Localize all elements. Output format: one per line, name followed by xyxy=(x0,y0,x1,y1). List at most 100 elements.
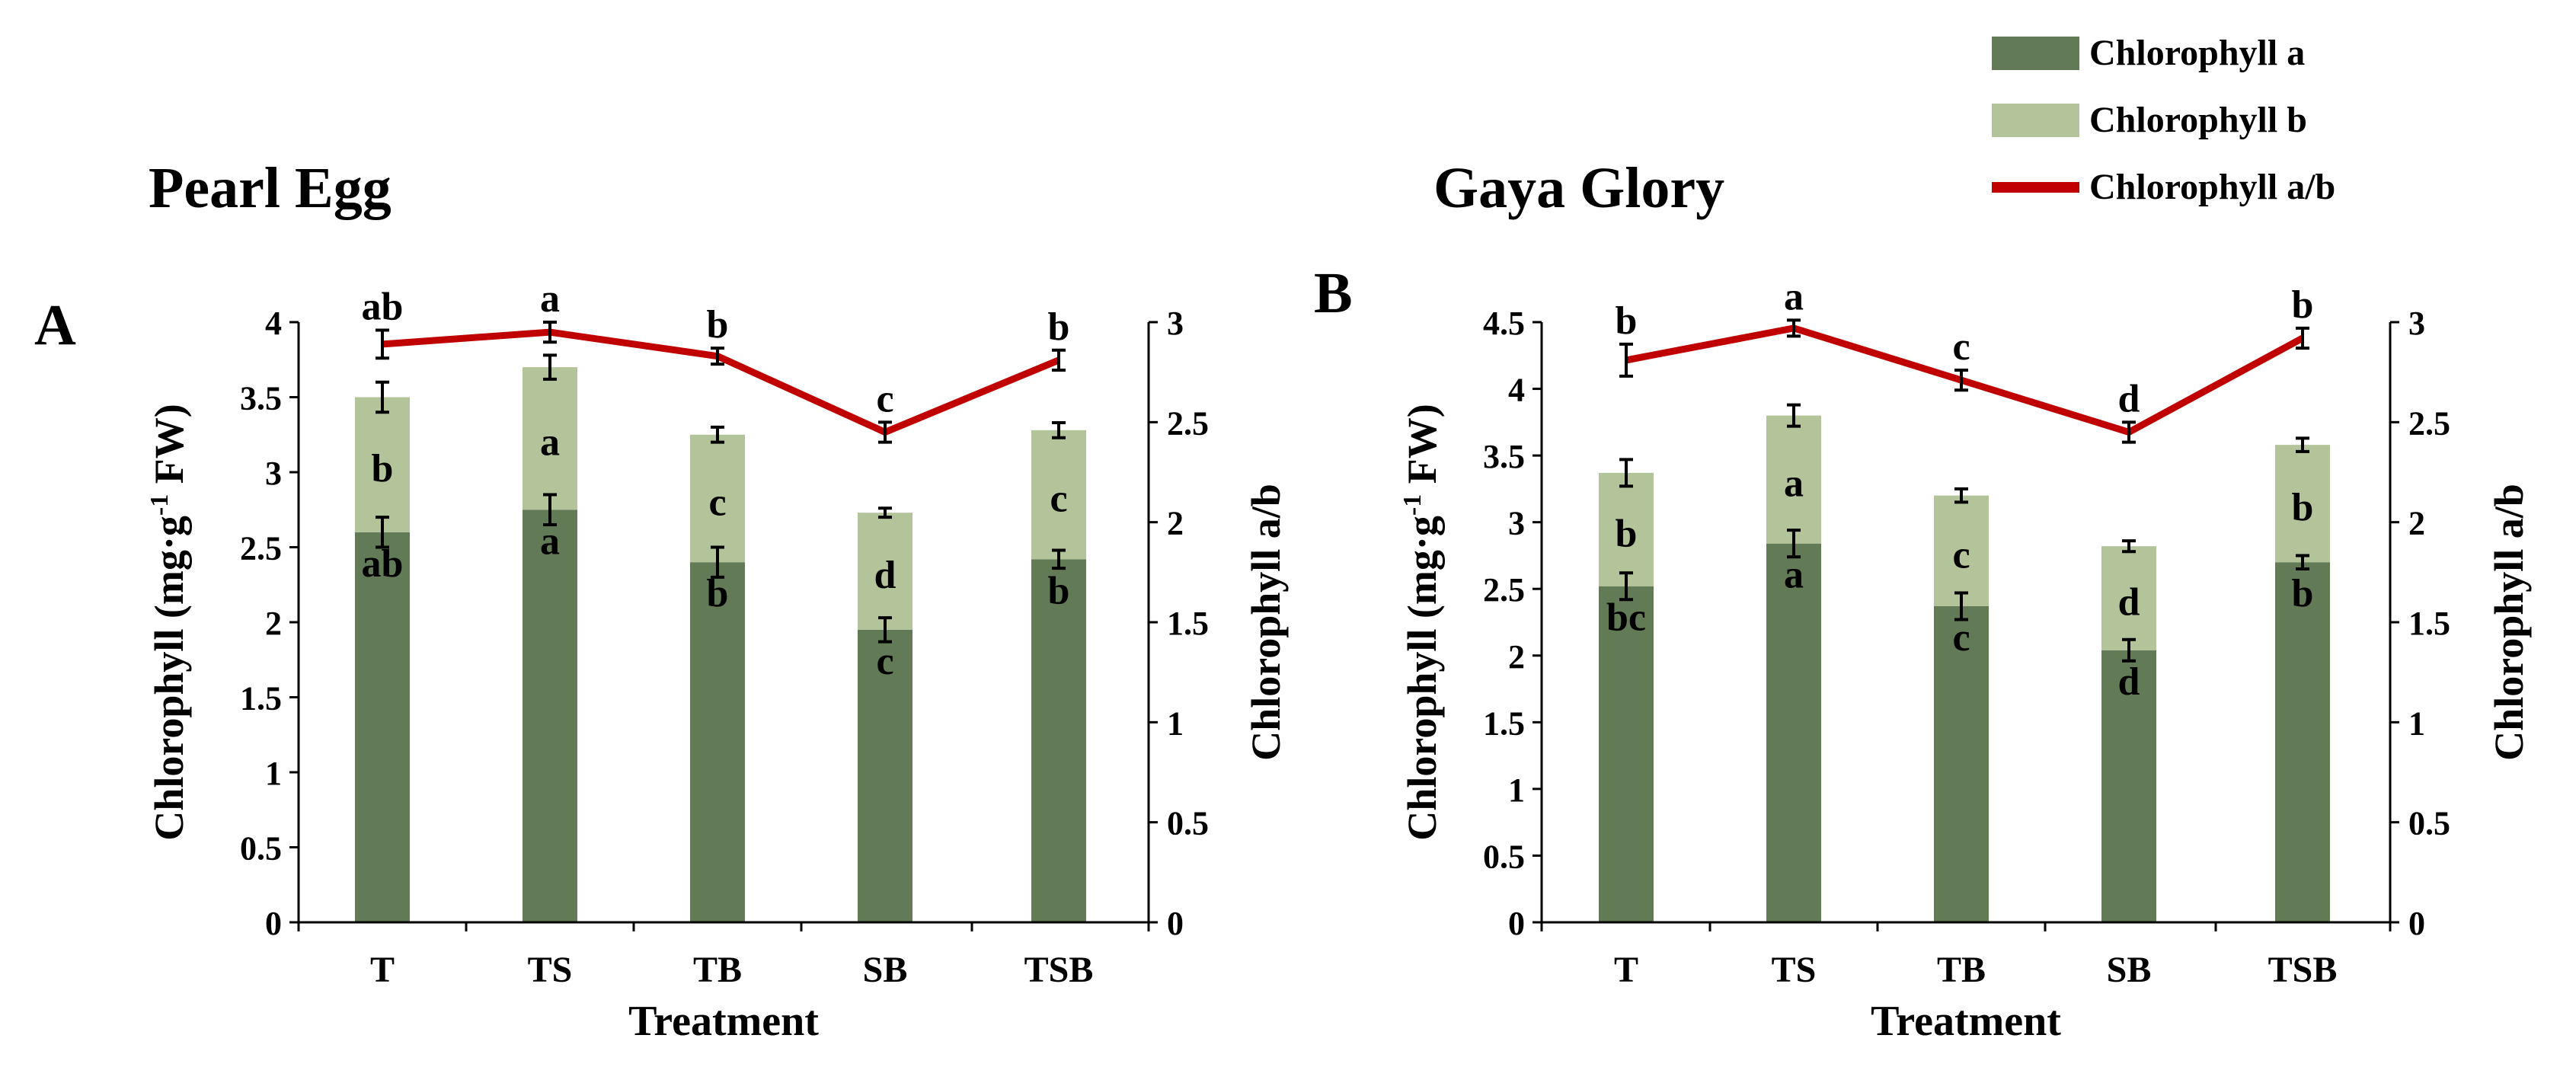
sig-letter-ratio-t: b xyxy=(1616,299,1638,343)
y-tick-label-left: 2 xyxy=(1508,638,1525,676)
sig-letter-ratio-t: ab xyxy=(362,286,404,329)
x-tick-label-sb: SB xyxy=(2107,950,2152,990)
y-tick-label-left: 3.5 xyxy=(1483,438,1525,475)
y-axis-label-left-suffix: FW) xyxy=(1399,404,1445,494)
y-tick-label-left: 4.5 xyxy=(1483,305,1525,342)
error-bar-chlorophyll-a-tsb xyxy=(2296,554,2309,570)
bar-chlorophyll-a-tsb xyxy=(1031,559,1086,922)
error-bar-chlorophyll-b-tsb xyxy=(1052,420,1066,439)
error-bar-ratio-tb xyxy=(1954,369,1968,392)
error-bar-ratio-sb xyxy=(878,420,892,444)
sig-letter-chlorophyll-a-t: bc xyxy=(1606,596,1646,640)
sig-letter-ratio-sb: d xyxy=(2118,377,2140,420)
bar-chlorophyll-a-sb xyxy=(858,629,912,922)
bar-chlorophyll-a-sb xyxy=(2101,650,2156,922)
bar-chlorophyll-a-tsb xyxy=(2275,562,2330,922)
x-tick-label-ts: TS xyxy=(528,950,573,990)
panel-title: Pearl Egg xyxy=(149,156,392,220)
y-tick-label-left: 0 xyxy=(1508,905,1525,942)
legend-swatch-chlorophyll-b xyxy=(1992,104,2079,137)
y-axis-label-left-sup: -1 xyxy=(1398,494,1427,516)
y-tick-label-left: 2.5 xyxy=(1483,571,1525,609)
bar-chlorophyll-b-tb xyxy=(1934,495,1989,606)
legend-label-chlorophyll-a-b: Chlorophyll a/b xyxy=(2089,167,2335,207)
error-bar-chlorophyll-a-tsb xyxy=(1052,548,1066,570)
error-bar-chlorophyll-b-ts xyxy=(1787,403,1801,428)
sig-letter-chlorophyll-b-t: b xyxy=(372,447,394,490)
y-tick-label-left: 1.5 xyxy=(240,680,282,717)
legend-label-chlorophyll-a: Chlorophyll a xyxy=(2089,33,2305,73)
sig-letter-chlorophyll-b-t: b xyxy=(1616,512,1638,555)
y-axis-label-left-sup: -1 xyxy=(145,494,174,516)
x-tick-label-t: T xyxy=(1614,950,1638,990)
x-tick-label-ts: TS xyxy=(1772,950,1817,990)
sig-letter-chlorophyll-a-sb: d xyxy=(2118,660,2140,704)
sig-letter-chlorophyll-b-tb: c xyxy=(1952,533,1970,577)
y-tick-label-left: 0.5 xyxy=(240,830,282,867)
error-bar-chlorophyll-a-ts xyxy=(543,493,557,526)
sig-letter-ratio-sb: c xyxy=(876,377,893,420)
bar-chlorophyll-a-t xyxy=(355,532,410,922)
sig-letter-ratio-tsb: b xyxy=(1048,305,1070,349)
error-bar-chlorophyll-a-t xyxy=(376,516,389,549)
error-bar-ratio-tsb xyxy=(1052,348,1066,372)
y-tick-label-left: 0 xyxy=(265,905,282,942)
y-tick-label-left: 3 xyxy=(1508,505,1525,542)
error-bar-chlorophyll-b-tb xyxy=(711,425,724,444)
sig-letter-chlorophyll-b-tsb: b xyxy=(2292,486,2314,529)
error-bar-ratio-tsb xyxy=(2296,326,2309,350)
y-tick-label-right: 2 xyxy=(1167,505,1184,542)
y-tick-label-left: 4 xyxy=(265,305,282,342)
y-tick-label-right: 2.5 xyxy=(2408,404,2450,442)
error-bar-chlorophyll-b-sb xyxy=(878,506,892,519)
x-tick-label-tsb: TSB xyxy=(1024,950,1094,990)
sig-letter-chlorophyll-a-tb: c xyxy=(1952,616,1970,660)
bar-chlorophyll-b-t xyxy=(355,397,410,532)
y-axis-label-left-main: Chlorophyll (mg·g xyxy=(1399,516,1445,841)
error-bar-ratio-ts xyxy=(543,321,557,344)
sig-letter-chlorophyll-b-tb: c xyxy=(708,481,726,524)
error-bar-chlorophyll-a-tb xyxy=(711,545,724,579)
y-axis-label-right: Chlorophyll a/b xyxy=(1243,484,1289,761)
y-tick-label-right: 2.5 xyxy=(1167,404,1209,442)
sig-letter-ratio-tsb: b xyxy=(2292,283,2314,327)
y-axis-label-right: Chlorophyll a/b xyxy=(2486,484,2532,761)
error-bar-chlorophyll-a-sb xyxy=(878,616,892,644)
panel-letter: B xyxy=(1314,261,1353,325)
error-bar-chlorophyll-a-sb xyxy=(2122,637,2136,663)
y-tick-label-right: 0 xyxy=(2408,905,2425,942)
y-tick-label-right: 0.5 xyxy=(2408,805,2450,842)
y-axis-label-left-main: Chlorophyll (mg·g xyxy=(146,516,192,841)
sig-letter-chlorophyll-a-ts: a xyxy=(1784,554,1804,597)
error-bar-chlorophyll-a-ts xyxy=(1787,529,1801,559)
y-tick-label-right: 0 xyxy=(1167,905,1184,942)
sig-letter-ratio-tb: c xyxy=(1952,325,1970,369)
error-bar-chlorophyll-a-t xyxy=(1619,571,1633,602)
x-axis-label: Treatment xyxy=(1871,998,2061,1045)
error-bar-ratio-tb xyxy=(711,347,724,366)
x-tick-label-tsb: TSB xyxy=(2268,950,2338,990)
panel-letter: A xyxy=(34,293,76,357)
legend-swatch-chlorophyll-a-b xyxy=(1992,182,2079,193)
x-tick-label-t: T xyxy=(370,950,395,990)
legend-label-chlorophyll-b: Chlorophyll b xyxy=(2089,100,2307,140)
sig-letter-ratio-tb: b xyxy=(707,303,729,347)
error-bar-ratio-t xyxy=(376,328,389,360)
bar-chlorophyll-a-ts xyxy=(523,510,577,922)
error-bar-chlorophyll-a-tb xyxy=(1954,591,1968,621)
y-axis-label-left: Chlorophyll (mg·g-1 FW) xyxy=(145,404,192,840)
bar-chlorophyll-b-tsb xyxy=(2275,445,2330,563)
x-tick-label-tb: TB xyxy=(1937,950,1986,990)
panel-title: Gaya Glory xyxy=(1433,156,1724,220)
y-tick-label-left: 1 xyxy=(1508,771,1525,809)
error-bar-chlorophyll-b-t xyxy=(376,380,389,414)
error-bar-chlorophyll-b-t xyxy=(1619,458,1633,488)
x-tick-label-sb: SB xyxy=(863,950,908,990)
x-tick-label-tb: TB xyxy=(693,950,742,990)
bar-chlorophyll-b-ts xyxy=(1766,415,1821,544)
y-tick-label-left: 0.5 xyxy=(1483,838,1525,875)
y-tick-label-left: 1.5 xyxy=(1483,704,1525,742)
y-tick-label-left: 2 xyxy=(265,605,282,642)
y-tick-label-right: 1.5 xyxy=(1167,605,1209,642)
